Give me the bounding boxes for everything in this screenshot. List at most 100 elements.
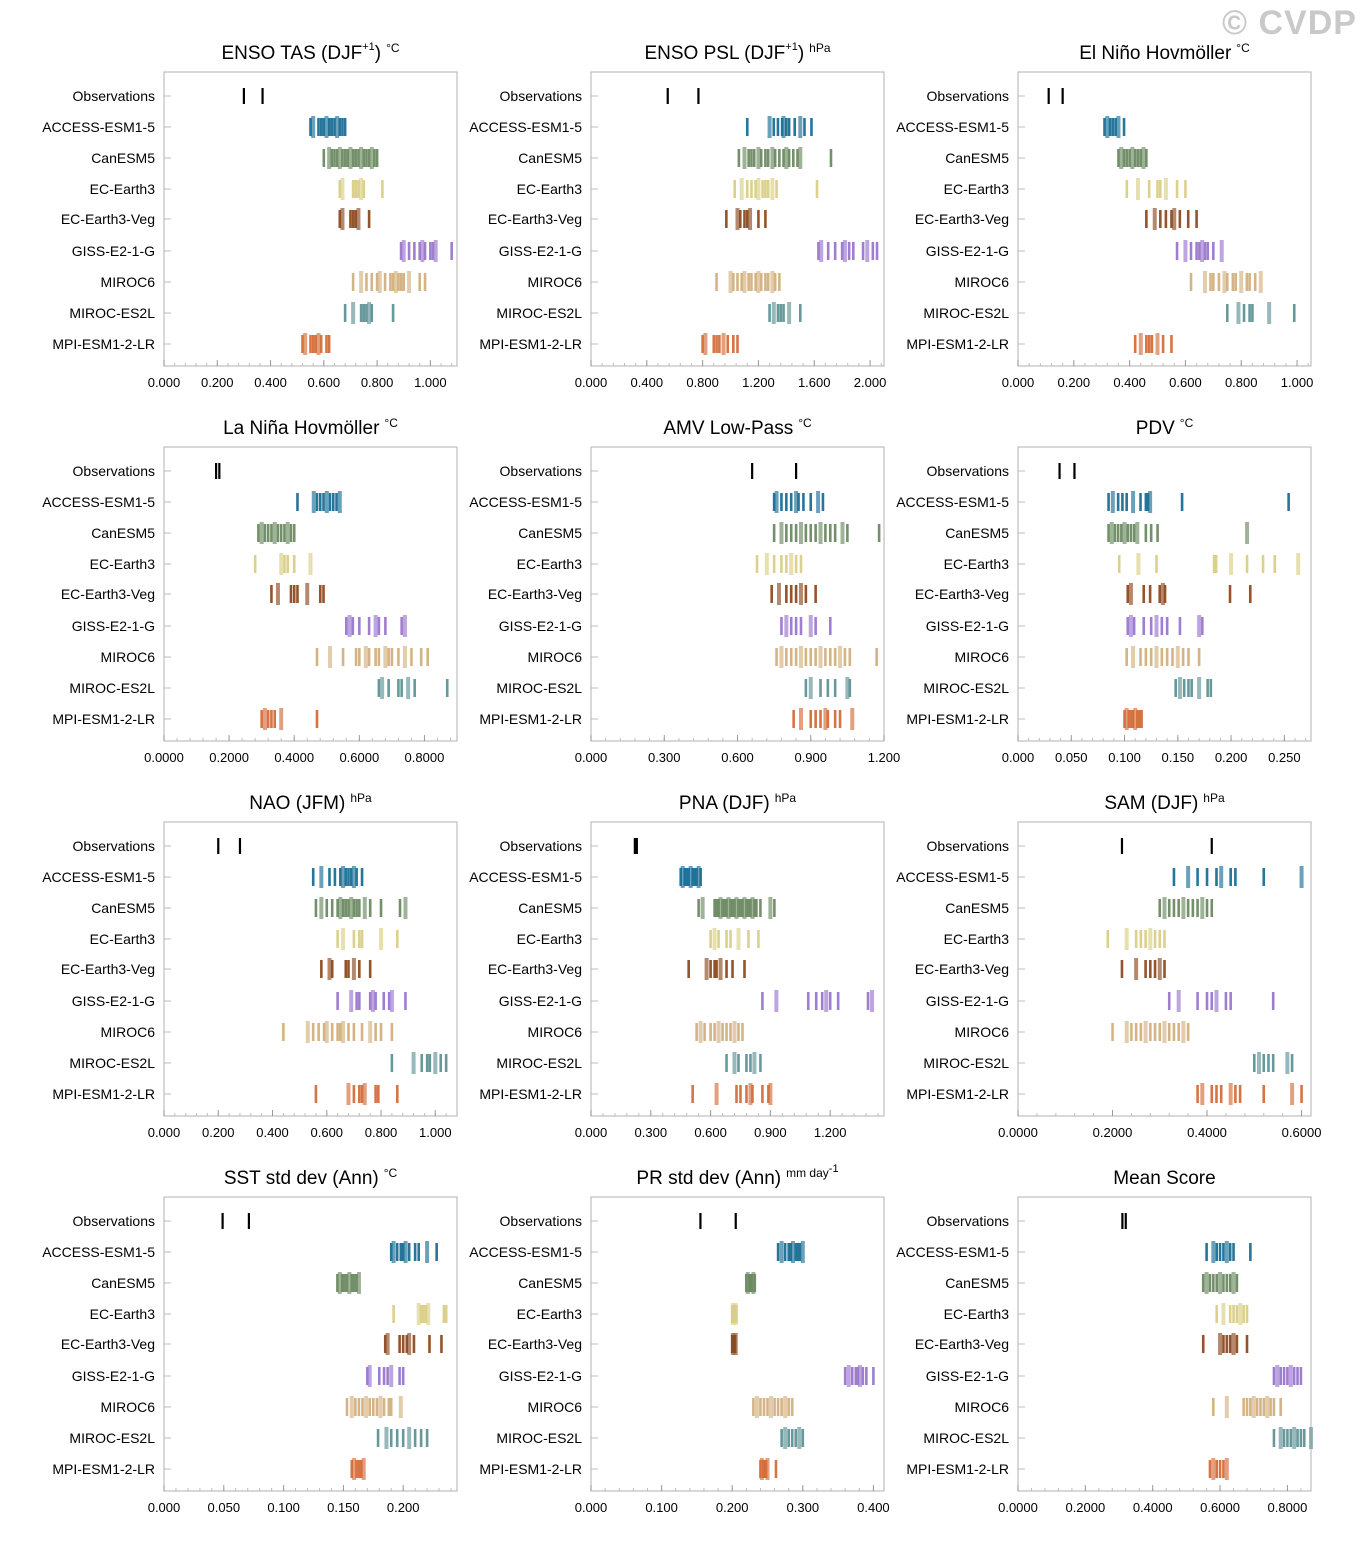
title-main: SAM: [1104, 793, 1145, 814]
row-label-ec-earth3: EC-Earth3: [517, 181, 583, 197]
panel-title: AMV Low-Pass °C: [663, 416, 812, 439]
row-label-mpi-esm1-2-lr: MPI-ESM1-2-LR: [906, 711, 1009, 727]
row-label-canesm5: CanESM5: [518, 900, 582, 916]
row-label-miroc6: MIROC6: [955, 1024, 1010, 1040]
x-tick-label: 0.100: [645, 1500, 678, 1515]
title-paren: (DJF: [316, 43, 362, 64]
row-label-miroc6: MIROC6: [955, 274, 1010, 290]
row-label-ec-earth3-veg: EC-Earth3-Veg: [61, 1336, 155, 1352]
row-label-canesm5: CanESM5: [945, 1275, 1009, 1291]
panel-el-ni-o-hovm-ller: El Niño Hovmöller °C 0.000 0.200 0.400 0.600 0…: [896, 41, 1313, 390]
x-tick-label: 1.000: [1281, 375, 1314, 390]
row-label-giss-e2-1-g: GISS-E2-1-G: [926, 243, 1009, 259]
unit-label: hPa: [775, 791, 797, 805]
title-main: PDV: [1136, 418, 1175, 439]
row-label-ec-earth3: EC-Earth3: [944, 931, 1010, 947]
row-label-observations: Observations: [927, 1213, 1009, 1229]
row-label-miroc6: MIROC6: [955, 649, 1010, 665]
x-tick-label: 0.2000: [1093, 1125, 1133, 1140]
x-tick-label: 0.050: [208, 1500, 241, 1515]
unit-label: °C: [798, 416, 812, 430]
row-label-access-esm1-5: ACCESS-ESM1-5: [896, 119, 1009, 135]
title-superscript: +1: [785, 41, 798, 53]
row-label-observations: Observations: [927, 838, 1009, 854]
row-label-canesm5: CanESM5: [518, 150, 582, 166]
row-label-ec-earth3-veg: EC-Earth3-Veg: [488, 586, 582, 602]
unit-label: hPa: [350, 791, 372, 805]
x-tick-label: 0.200: [202, 1125, 235, 1140]
row-label-giss-e2-1-g: GISS-E2-1-G: [926, 1368, 1009, 1384]
panel-pr-std-dev: PR std dev (Ann) mm day-1 0.000 0.100 0.200 0…: [469, 1163, 889, 1515]
row-label-ec-earth3-veg: EC-Earth3-Veg: [915, 961, 1009, 977]
title-main: PNA: [679, 793, 718, 814]
panel-pna: PNA (DJF) hPa 0.000 0.300 0.600 0.900 1.200 Obs…: [469, 791, 885, 1140]
row-label-miroc-es2l: MIROC-ES2L: [496, 305, 582, 321]
panel-title: El Niño Hovmöller °C: [1079, 41, 1250, 64]
title-main: El Niño Hovmöller: [1079, 43, 1232, 64]
panel-title: SAM (DJF) hPa: [1104, 791, 1225, 814]
unit-label: mm day: [786, 1166, 829, 1180]
row-label-miroc6: MIROC6: [101, 649, 156, 665]
row-label-ec-earth3-veg: EC-Earth3-Veg: [61, 586, 155, 602]
unit-label: °C: [384, 1166, 398, 1180]
x-tick-label: 0.800: [361, 375, 394, 390]
x-tick-label: 0.8000: [1268, 1500, 1308, 1515]
title-paren: (JFM): [290, 793, 345, 814]
x-tick-label: 0.0000: [998, 1500, 1038, 1515]
x-tick-label: 0.200: [387, 1500, 420, 1515]
x-tick-label: 0.150: [327, 1500, 360, 1515]
row-label-miroc-es2l: MIROC-ES2L: [69, 1430, 155, 1446]
row-label-ec-earth3: EC-Earth3: [944, 556, 1010, 572]
row-label-canesm5: CanESM5: [945, 525, 1009, 541]
x-tick-label: 0.300: [635, 1125, 668, 1140]
x-tick-label: 0.200: [1215, 750, 1248, 765]
unit-label: hPa: [809, 41, 831, 55]
row-label-canesm5: CanESM5: [91, 150, 155, 166]
x-tick-label: 0.600: [311, 1125, 344, 1140]
row-label-ec-earth3: EC-Earth3: [90, 931, 156, 947]
row-label-access-esm1-5: ACCESS-ESM1-5: [469, 1244, 582, 1260]
panel-sam: SAM (DJF) hPa 0.0000 0.2000 0.4000 0.6000 Obse…: [896, 791, 1321, 1140]
x-tick-label: 0.900: [794, 750, 827, 765]
row-label-access-esm1-5: ACCESS-ESM1-5: [469, 119, 582, 135]
title-main: AMV Low-Pass: [663, 418, 793, 439]
row-label-miroc6: MIROC6: [101, 274, 156, 290]
row-label-miroc6: MIROC6: [528, 649, 583, 665]
unit-label: hPa: [1203, 791, 1225, 805]
x-tick-label: 0.150: [1162, 750, 1195, 765]
x-tick-label: 0.200: [716, 1500, 749, 1515]
row-label-ec-earth3-veg: EC-Earth3-Veg: [488, 961, 582, 977]
plot-frame: [163, 71, 458, 367]
row-label-access-esm1-5: ACCESS-ESM1-5: [896, 494, 1009, 510]
panel-enso-psl: ENSO PSL (DJF+1) hPa 0.000 0.400 0.800 1.200 1…: [469, 41, 886, 390]
row-label-ec-earth3: EC-Earth3: [90, 1306, 156, 1322]
row-label-canesm5: CanESM5: [91, 900, 155, 916]
row-label-miroc6: MIROC6: [528, 1399, 583, 1415]
row-label-miroc-es2l: MIROC-ES2L: [69, 1055, 155, 1071]
row-label-ec-earth3-veg: EC-Earth3-Veg: [488, 211, 582, 227]
panel-title: La Niña Hovmöller °C: [223, 416, 398, 439]
row-label-mpi-esm1-2-lr: MPI-ESM1-2-LR: [906, 336, 1009, 352]
row-label-giss-e2-1-g: GISS-E2-1-G: [926, 993, 1009, 1009]
x-tick-label: 0.200: [1058, 375, 1091, 390]
panel-enso-tas: ENSO TAS (DJF+1) °C 0.000 0.200 0.400 0.600 0.…: [42, 41, 458, 390]
panel-title: PNA (DJF) hPa: [679, 791, 796, 814]
row-label-canesm5: CanESM5: [518, 1275, 582, 1291]
panel-title: PDV °C: [1136, 416, 1194, 439]
x-tick-label: 0.800: [686, 375, 719, 390]
title-main: La Niña Hovmöller: [223, 418, 380, 439]
x-tick-label: 0.2000: [209, 750, 249, 765]
row-label-ec-earth3-veg: EC-Earth3-Veg: [61, 211, 155, 227]
panel-sst-std-dev: SST std dev (Ann) °C 0.000 0.050 0.100 0.150 0…: [42, 1166, 458, 1515]
row-label-giss-e2-1-g: GISS-E2-1-G: [72, 243, 155, 259]
x-tick-label: 0.000: [148, 1125, 181, 1140]
row-label-access-esm1-5: ACCESS-ESM1-5: [42, 119, 155, 135]
row-label-miroc-es2l: MIROC-ES2L: [923, 680, 1009, 696]
x-tick-label: 0.300: [787, 1500, 820, 1515]
row-label-mpi-esm1-2-lr: MPI-ESM1-2-LR: [906, 1086, 1009, 1102]
row-label-ec-earth3: EC-Earth3: [944, 181, 1010, 197]
row-label-mpi-esm1-2-lr: MPI-ESM1-2-LR: [906, 1461, 1009, 1477]
x-tick-label: 0.0000: [998, 1125, 1038, 1140]
x-tick-label: 0.050: [1055, 750, 1088, 765]
x-tick-label: 0.4000: [1187, 1125, 1227, 1140]
